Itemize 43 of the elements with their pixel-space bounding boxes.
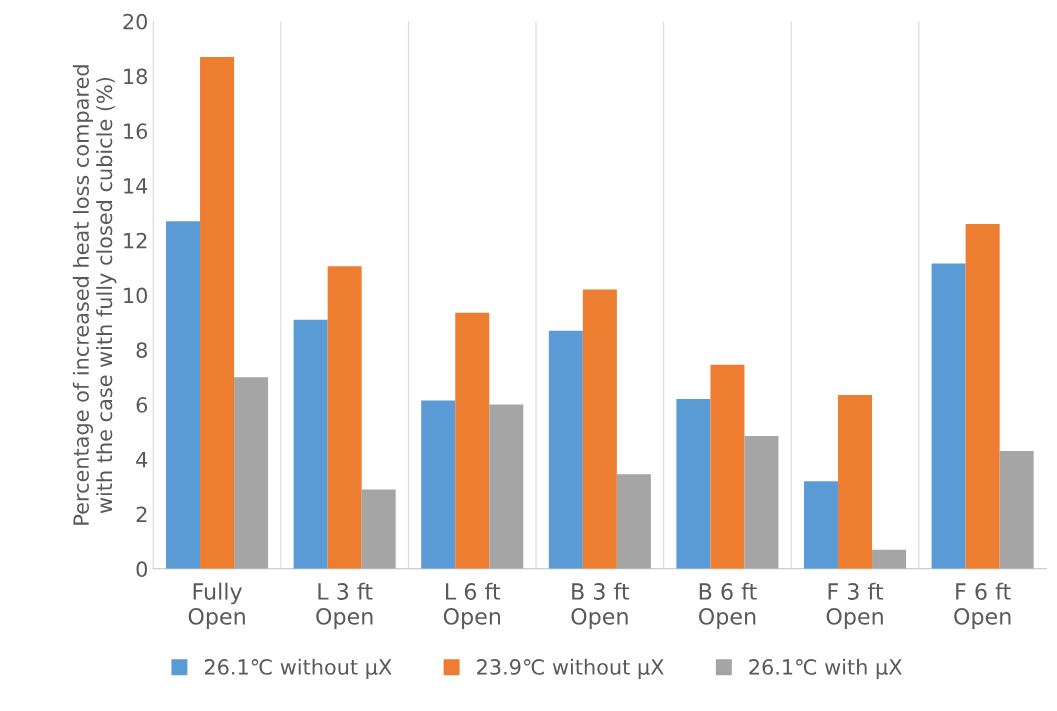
- bar: [804, 481, 839, 569]
- y-tick-label: 12: [124, 232, 147, 249]
- bar: [293, 319, 328, 569]
- x-tick-label: B 3 ft Open: [571, 582, 630, 630]
- bar: [676, 399, 711, 569]
- x-tick-label: Fully Open: [188, 582, 245, 630]
- y-tick-label: 20: [123, 13, 148, 30]
- x-tick-label: L 6 ft Open: [443, 582, 501, 630]
- legend-label: 23.9℃ without µX: [477, 658, 664, 679]
- y-tick-label: 0: [136, 561, 148, 578]
- bar: [999, 451, 1034, 569]
- bar: [421, 400, 456, 569]
- legend-label: 26.1℃ with µX: [749, 658, 902, 679]
- legend-label: 26.1℃ without µX: [204, 658, 392, 679]
- bar: [548, 330, 583, 569]
- bar: [838, 394, 873, 569]
- x-tick-label: F 3 ft Open: [826, 582, 884, 630]
- x-tick-label: F 6 ft Open: [954, 582, 1011, 630]
- y-tick-label: 6: [136, 397, 148, 413]
- bar: [489, 404, 524, 569]
- y-tick-label: 8: [136, 342, 147, 359]
- bar: [710, 364, 745, 569]
- y-tick-label: 4: [136, 452, 148, 468]
- bar: [582, 289, 617, 569]
- bar: [931, 263, 966, 569]
- bar: [200, 56, 235, 569]
- y-tick-label: 10: [124, 287, 148, 304]
- y-tick-label: 18: [124, 68, 147, 85]
- bar: [872, 549, 907, 569]
- x-tick-label: L 3 ft Open: [316, 582, 373, 630]
- bar: [616, 474, 651, 569]
- bar: [361, 489, 396, 569]
- bar: [166, 221, 201, 569]
- y-tick-label: 2: [136, 506, 147, 522]
- y-axis-title: Percentage of increased heat loss compared with the case with fully closed cubicle (%): [72, 65, 117, 525]
- bar: [455, 312, 490, 569]
- x-tick-label: B 6 ft Open: [699, 582, 757, 630]
- bar: [234, 377, 269, 569]
- y-tick-label: 16: [124, 123, 148, 140]
- bar: [744, 436, 779, 569]
- bar: [965, 223, 1000, 569]
- bar: [327, 266, 362, 569]
- y-tick-label: 14: [124, 178, 148, 194]
